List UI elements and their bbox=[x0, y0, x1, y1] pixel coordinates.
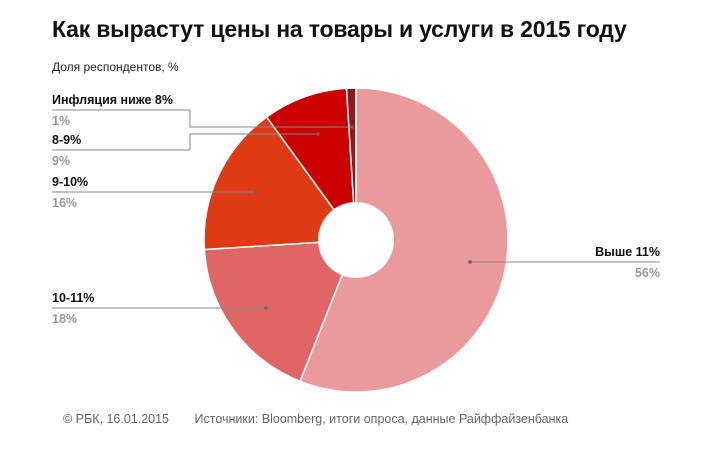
leader-dot-3 bbox=[316, 132, 320, 136]
leader-lines-group bbox=[52, 109, 660, 310]
slice-value-2: 16% bbox=[52, 196, 77, 210]
leader-dot-2 bbox=[253, 190, 257, 194]
slice-0 bbox=[299, 87, 509, 393]
chart-subtitle: Доля респондентов, % bbox=[52, 60, 179, 74]
sources-text: Источники: Bloomberg, итоги опроса, данн… bbox=[194, 412, 569, 426]
leader-dot-4 bbox=[350, 125, 354, 129]
slice-3 bbox=[265, 87, 357, 243]
slice-value-4: 1% bbox=[52, 114, 70, 128]
copyright-text: © РБК, 16.01.2015 bbox=[63, 412, 170, 426]
leader-line-3 bbox=[52, 133, 318, 151]
slice-4 bbox=[345, 87, 357, 241]
slices-group bbox=[203, 87, 509, 393]
slice-label-4: Инфляция ниже 8% bbox=[52, 93, 173, 107]
leader-dot-0 bbox=[468, 260, 472, 264]
slice-value-0: 56% bbox=[635, 266, 660, 280]
leader-dot-1 bbox=[264, 306, 268, 310]
footer: © РБК, 16.01.2015 Источники: Bloomberg, … bbox=[63, 412, 568, 426]
slice-label-2: 9-10% bbox=[52, 175, 88, 189]
slice-label-0: Выше 11% bbox=[595, 245, 660, 259]
slice-value-3: 9% bbox=[52, 154, 70, 168]
slice-2 bbox=[203, 115, 358, 251]
donut-hole bbox=[318, 202, 394, 278]
slice-label-3: 8-9% bbox=[52, 133, 81, 147]
slice-labels-group: Выше 11% 56% 10-11% 18% 9-10% 16% 8-9% 9% Инфляц… bbox=[52, 93, 660, 326]
slice-label-1: 10-11% bbox=[52, 291, 94, 305]
slice-1 bbox=[203, 239, 358, 383]
chart-title: Как вырастут цены на товары и услуги в 2… bbox=[52, 16, 627, 42]
leader-line-4 bbox=[52, 109, 352, 128]
slice-value-1: 18% bbox=[52, 312, 77, 326]
